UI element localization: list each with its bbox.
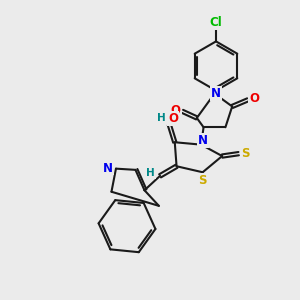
Text: O: O: [168, 112, 178, 125]
Text: N: N: [211, 87, 221, 100]
Text: O: O: [249, 92, 260, 105]
Text: H: H: [146, 168, 155, 178]
Text: Cl: Cl: [210, 16, 222, 29]
Text: N: N: [198, 134, 208, 147]
Text: O: O: [171, 103, 181, 117]
Text: S: S: [241, 147, 250, 160]
Text: H: H: [157, 113, 165, 123]
Text: N: N: [103, 161, 112, 175]
Text: S: S: [198, 174, 206, 187]
